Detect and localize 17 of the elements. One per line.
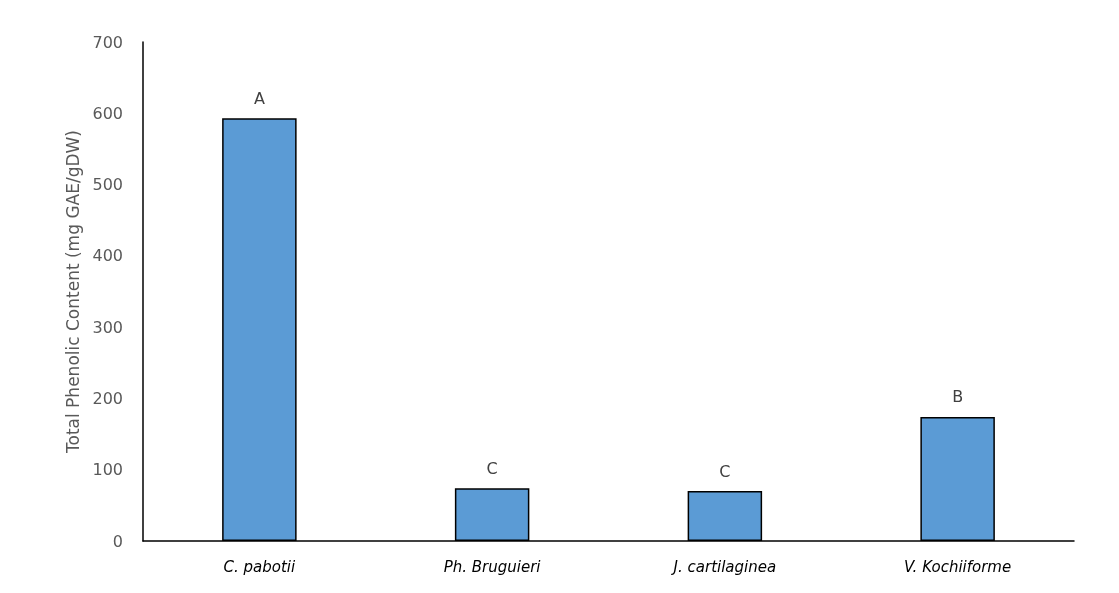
y-tick-label: 300 <box>92 317 123 337</box>
x-tick-label: J. cartilaginea <box>670 557 777 576</box>
y-axis-title: Total Phenolic Content (mg GAE/gDW) <box>62 130 83 454</box>
y-tick-label: 0 <box>112 531 123 551</box>
x-tick-label: Ph. Bruguieri <box>443 557 542 576</box>
x-tick-label: C. pabotii <box>223 557 297 576</box>
y-tick-label: 200 <box>92 388 123 408</box>
y-tick-label: 700 <box>92 32 123 52</box>
y-tick-label: 100 <box>92 460 123 480</box>
y-tick-label: 600 <box>92 103 123 123</box>
x-tick-label: V. Kochiiforme <box>904 557 1012 576</box>
data-label: C <box>486 458 498 478</box>
data-label: C <box>719 461 731 481</box>
data-label: A <box>253 88 265 108</box>
y-tick-label: 400 <box>92 246 123 266</box>
y-tick-label: 500 <box>92 175 123 195</box>
data-label: B <box>952 387 964 407</box>
